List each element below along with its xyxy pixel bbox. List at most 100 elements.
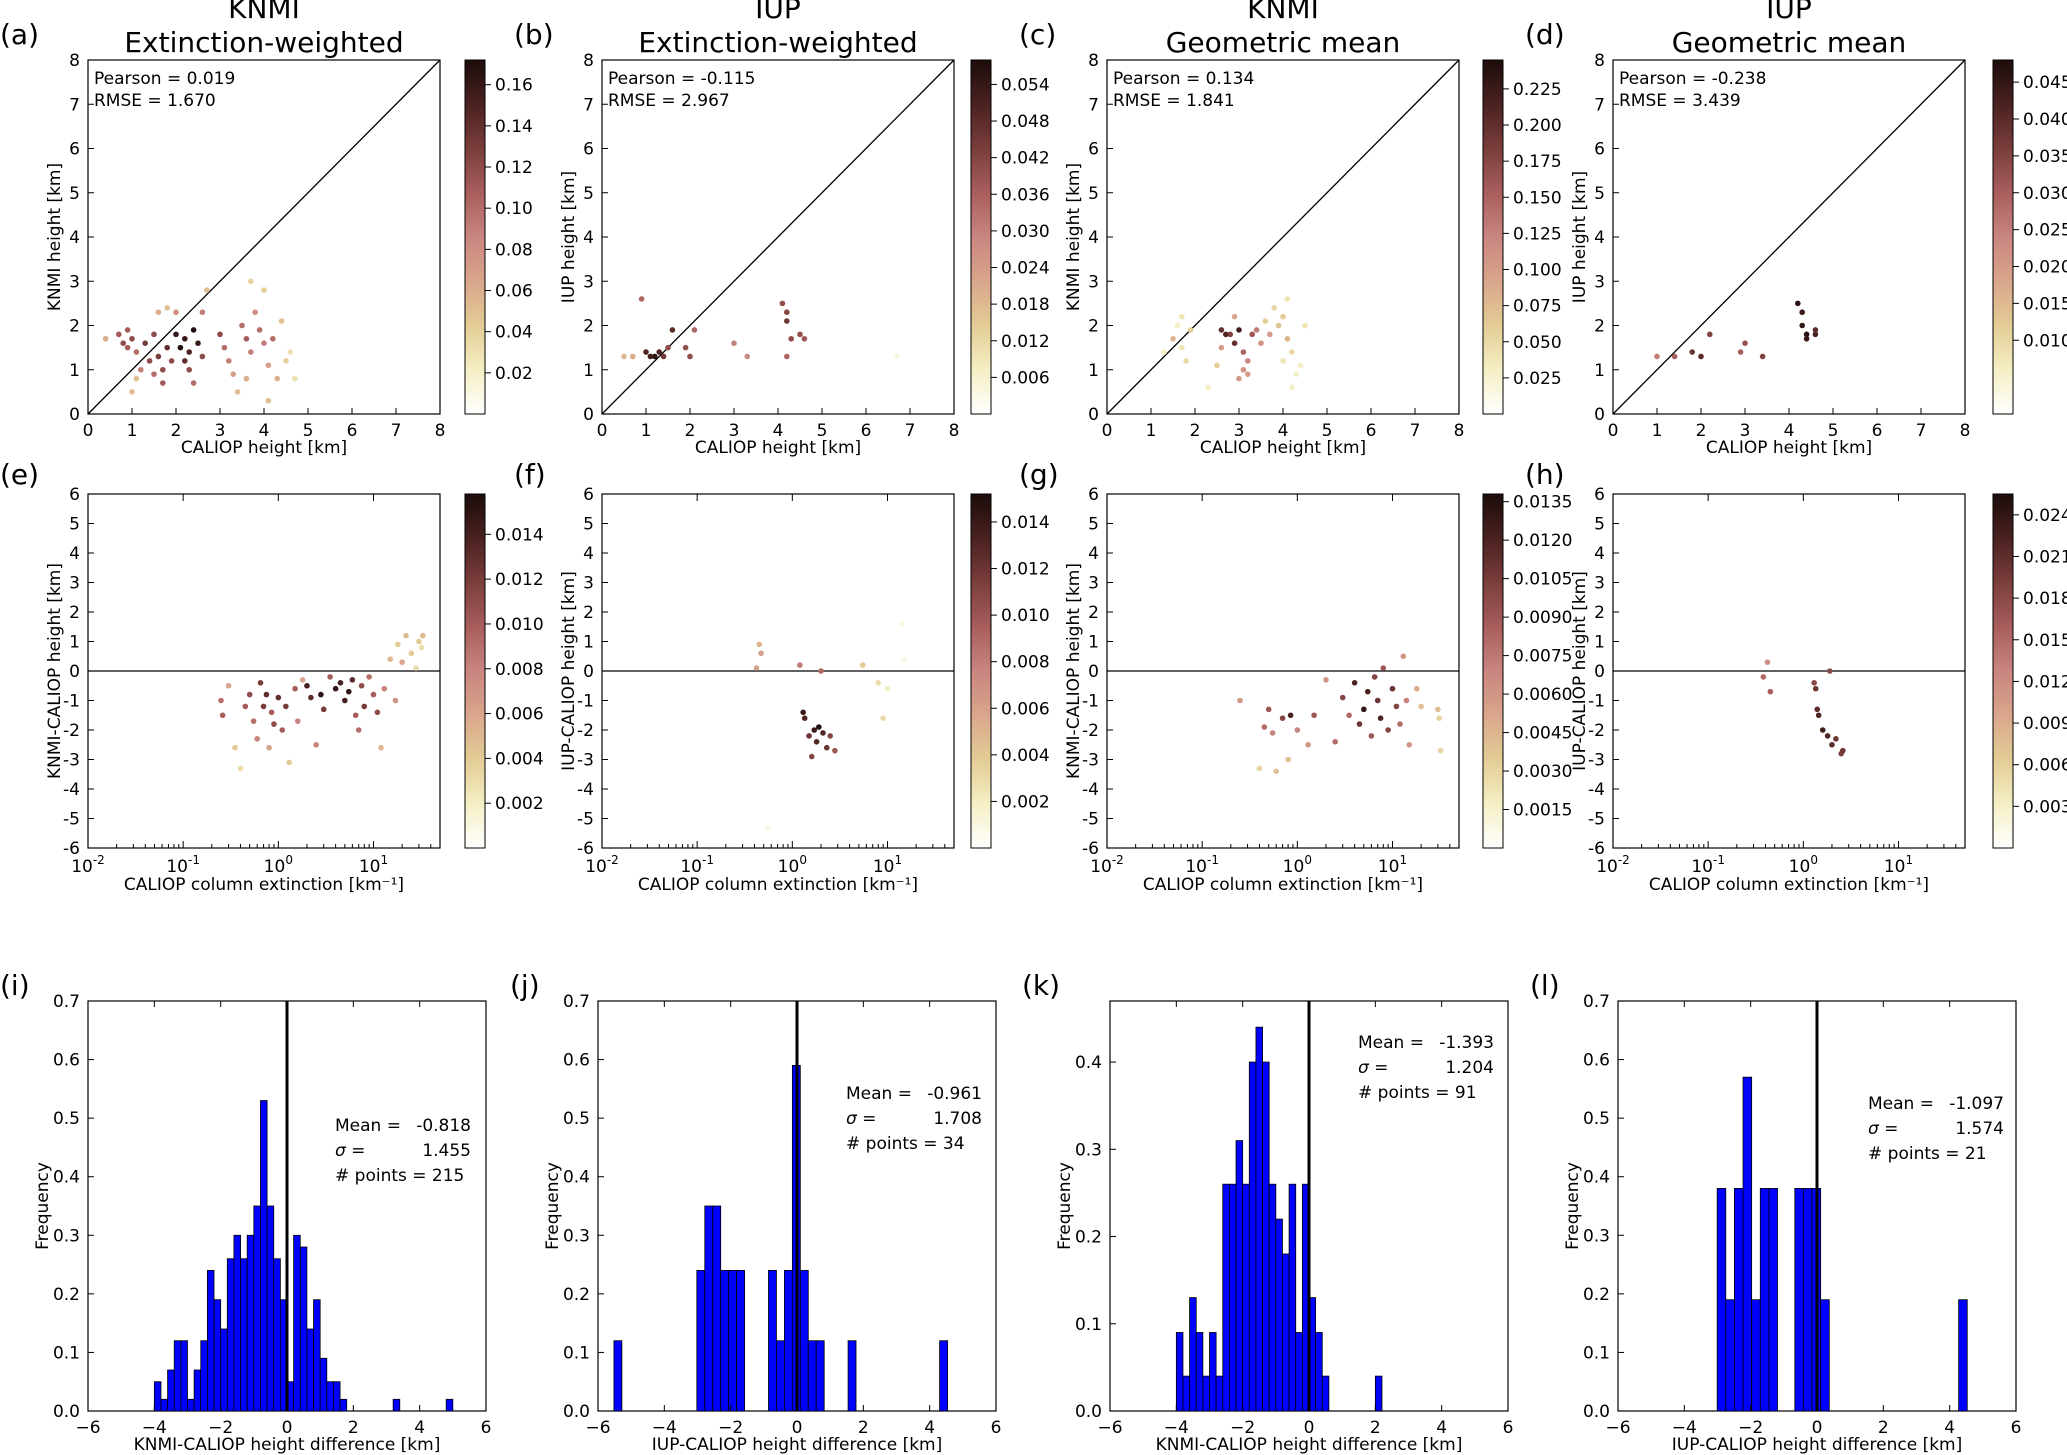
rmse-stat: RMSE = 2.967 [608,91,730,111]
colorbar-tick-label: 0.0135 [1513,493,1572,513]
scatter-point [256,327,263,333]
histogram-bar [720,1270,730,1412]
scatter-point [1280,358,1286,364]
scatter-point [370,691,377,698]
scatter-point [1256,765,1263,772]
y-tick-label: 4 [1088,228,1099,248]
y-tick-label: 6 [1088,485,1099,505]
scatter-point [1759,353,1766,360]
y-tick-label: 0 [583,405,594,425]
scatter-point [1284,296,1291,302]
histogram-bar [339,1398,348,1412]
scatter-point [387,656,394,662]
scatter-point [1374,697,1381,704]
colorbar-tick-label: 0.035 [2023,147,2067,167]
scatter-point [177,344,184,351]
y-tick-label: 0.2 [563,1285,590,1305]
y-tick-label: 6 [1594,485,1605,505]
x-tick-label: 2 [1190,421,1201,441]
scatter-point [1187,327,1194,333]
scatter-point [304,682,310,689]
scatter-point [1262,318,1269,324]
histogram-bar [240,1258,248,1412]
scatter-point [1302,322,1308,329]
colorbar-tick-label: 0.0120 [1513,531,1572,551]
histogram-bar [1229,1183,1237,1412]
x-tick-label: 100 [1283,853,1312,877]
sigma-value: 1.204 [1445,1058,1494,1078]
histogram-bar [1958,1299,1968,1412]
scatter-point [182,335,188,342]
panel-label: (c) [1019,18,1056,51]
histogram-bar [333,1381,341,1412]
scatter-point [332,685,339,692]
scatter-point [1253,327,1260,333]
scatter-point [381,685,388,692]
y-tick-label: -4 [63,780,80,800]
x-tick-label: 2 [858,1418,869,1438]
colorbar-tick-label: 0.0030 [1513,762,1572,782]
y-tick-label: 5 [69,184,80,204]
scatter-point [275,694,282,701]
colorbar-tick-label: 0.009 [2023,714,2067,734]
x-tick-label: −2 [718,1418,743,1438]
scatter-point [274,375,281,382]
histogram-bar [1295,1332,1303,1412]
x-tick-label: 101 [359,853,388,877]
scatter-point [1275,322,1282,329]
scatter-point [270,335,276,342]
panel-title: KNMI [228,0,300,25]
scatter-point [133,349,140,355]
scatter-point [342,697,348,704]
colorbar-tick-label: 0.003 [2023,797,2067,817]
y-tick-label: 2 [1088,603,1099,623]
y-tick-label: -3 [577,751,594,771]
scatter-point [266,744,272,751]
scatter-point [1218,327,1225,333]
scatter-point [1767,688,1774,695]
scatter-point [894,353,900,360]
y-tick-label: 0.4 [53,1168,80,1188]
histogram-bar [1255,1026,1263,1412]
y-tick-label: 6 [1088,140,1099,160]
y-tick-label: 0.7 [1583,992,1610,1012]
x-axis-label: CALIOP height [km] [181,438,347,458]
scatter-point [1305,741,1311,748]
histogram-bar [799,1270,809,1412]
scatter-point [801,335,808,342]
x-tick-label: 4 [1278,421,1289,441]
scatter-point [261,340,267,347]
scatter-point [242,703,249,710]
y-tick-label: 7 [69,95,80,115]
x-tick-label: 3 [1234,421,1245,441]
histogram-bar [273,1258,281,1412]
scatter-point [1698,353,1704,360]
x-tick-label: 8 [1454,421,1465,441]
one-to-one-line [601,59,955,415]
scatter-point [1824,733,1831,739]
scatter-point [278,318,285,324]
scatter-point [816,724,822,730]
y-tick-label: 6 [69,140,80,160]
x-tick-label: 3 [729,421,740,441]
scatter-point [1245,371,1251,377]
colorbar-tick-label: 0.0015 [1513,801,1572,821]
colorbar-tick-label: 0.0060 [1513,685,1572,705]
scatter-point [1403,697,1410,704]
y-tick-label: 0.3 [563,1226,590,1246]
panel-label: (k) [1022,969,1060,1002]
pearson-stat: Pearson = -0.115 [608,69,755,89]
sigma-label: σ = [335,1141,365,1161]
colorbar-tick-label: 0.004 [1001,746,1050,766]
x-tick-label: 4 [924,1418,935,1438]
scatter-point [225,682,232,689]
scatter-point [884,685,891,692]
rmse-stat: RMSE = 1.670 [94,91,216,111]
scatter-point [250,718,257,724]
x-axis-label: IUP-CALIOP height difference [km] [652,1435,943,1455]
y-axis-label: Frequency [543,1162,563,1250]
colorbar-tick-label: 0.08 [495,240,533,260]
y-tick-label: 0.0 [1583,1402,1610,1422]
x-tick-label: −2 [1738,1418,1763,1438]
x-tick-label: −4 [1672,1418,1697,1438]
